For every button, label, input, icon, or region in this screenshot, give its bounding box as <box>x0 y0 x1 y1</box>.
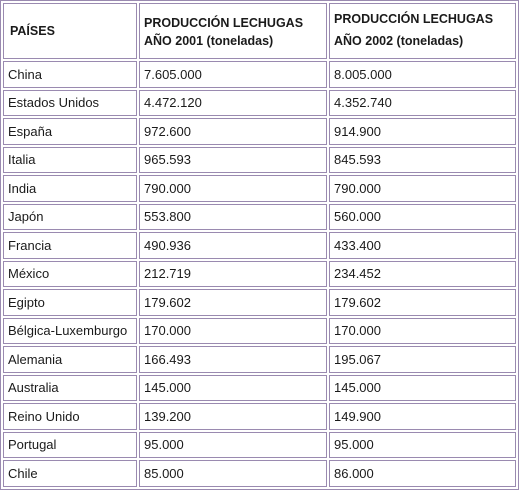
cell-production-2002: 914.900 <box>329 118 516 145</box>
cell-country: Japón <box>3 203 137 230</box>
table-header: PAÍSES PRODUCCIÓN LECHUGAS AÑO 2001 (ton… <box>3 3 516 59</box>
table-row: Australia 145.000 145.000 <box>3 374 516 401</box>
cell-production-2001: 790.000 <box>139 175 327 202</box>
cell-production-2001: 179.602 <box>139 289 327 316</box>
cell-production-2001: 145.000 <box>139 374 327 401</box>
cell-production-2001: 7.605.000 <box>139 61 327 88</box>
cell-production-2001: 139.200 <box>139 403 327 430</box>
cell-country: India <box>3 175 137 202</box>
header-2002-line1: PRODUCCIÓN LECHUGAS <box>334 12 494 26</box>
table-row: Italia 965.593 845.593 <box>3 146 516 173</box>
cell-country: Estados Unidos <box>3 89 137 116</box>
table-row: Chile 85.000 86.000 <box>3 460 516 487</box>
cell-production-2002: 560.000 <box>329 203 516 230</box>
cell-production-2002: 170.000 <box>329 317 516 344</box>
cell-production-2001: 212.719 <box>139 260 327 287</box>
header-2001-line2: AÑO 2001 (toneladas) <box>144 34 274 48</box>
cell-production-2002: 149.900 <box>329 403 516 430</box>
cell-production-2002: 234.452 <box>329 260 516 287</box>
table-row: Egipto 179.602 179.602 <box>3 289 516 316</box>
cell-production-2001: 965.593 <box>139 146 327 173</box>
cell-production-2002: 8.005.000 <box>329 61 516 88</box>
header-countries: PAÍSES <box>3 3 137 59</box>
cell-country: Alemania <box>3 346 137 373</box>
table-row: Estados Unidos 4.472.120 4.352.740 <box>3 89 516 116</box>
cell-production-2002: 433.400 <box>329 232 516 259</box>
table-row: China 7.605.000 8.005.000 <box>3 61 516 88</box>
cell-production-2001: 166.493 <box>139 346 327 373</box>
cell-country: Reino Unido <box>3 403 137 430</box>
table-body: China 7.605.000 8.005.000 Estados Unidos… <box>3 61 516 487</box>
table-row: India 790.000 790.000 <box>3 175 516 202</box>
header-2001-line1: PRODUCCIÓN LECHUGAS <box>144 16 304 30</box>
cell-country: China <box>3 61 137 88</box>
cell-country: España <box>3 118 137 145</box>
cell-country: Australia <box>3 374 137 401</box>
header-production-2002: PRODUCCIÓN LECHUGAS AÑO 2002 (toneladas) <box>329 3 516 59</box>
cell-country: Chile <box>3 460 137 487</box>
cell-production-2002: 4.352.740 <box>329 89 516 116</box>
table-row: España 972.600 914.900 <box>3 118 516 145</box>
header-production-2001: PRODUCCIÓN LECHUGAS AÑO 2001 (toneladas) <box>139 3 327 59</box>
cell-production-2001: 95.000 <box>139 431 327 458</box>
cell-production-2002: 195.067 <box>329 346 516 373</box>
cell-country: Italia <box>3 146 137 173</box>
table-row: Reino Unido 139.200 149.900 <box>3 403 516 430</box>
cell-country: Francia <box>3 232 137 259</box>
cell-country: México <box>3 260 137 287</box>
cell-production-2002: 95.000 <box>329 431 516 458</box>
cell-production-2001: 553.800 <box>139 203 327 230</box>
cell-production-2001: 4.472.120 <box>139 89 327 116</box>
table-row: México 212.719 234.452 <box>3 260 516 287</box>
cell-production-2002: 790.000 <box>329 175 516 202</box>
cell-production-2002: 145.000 <box>329 374 516 401</box>
cell-production-2002: 179.602 <box>329 289 516 316</box>
cell-country: Bélgica-Luxemburgo <box>3 317 137 344</box>
cell-country: Portugal <box>3 431 137 458</box>
cell-country: Egipto <box>3 289 137 316</box>
table-row: Alemania 166.493 195.067 <box>3 346 516 373</box>
table-row: Portugal 95.000 95.000 <box>3 431 516 458</box>
header-countries-label: PAÍSES <box>10 24 55 38</box>
cell-production-2002: 86.000 <box>329 460 516 487</box>
cell-production-2002: 845.593 <box>329 146 516 173</box>
cell-production-2001: 170.000 <box>139 317 327 344</box>
table-row: Francia 490.936 433.400 <box>3 232 516 259</box>
cell-production-2001: 490.936 <box>139 232 327 259</box>
table-row: Bélgica-Luxemburgo 170.000 170.000 <box>3 317 516 344</box>
table-row: Japón 553.800 560.000 <box>3 203 516 230</box>
header-2002-line2: AÑO 2002 (toneladas) <box>334 34 464 48</box>
cell-production-2001: 85.000 <box>139 460 327 487</box>
header-row: PAÍSES PRODUCCIÓN LECHUGAS AÑO 2001 (ton… <box>3 3 516 59</box>
cell-production-2001: 972.600 <box>139 118 327 145</box>
